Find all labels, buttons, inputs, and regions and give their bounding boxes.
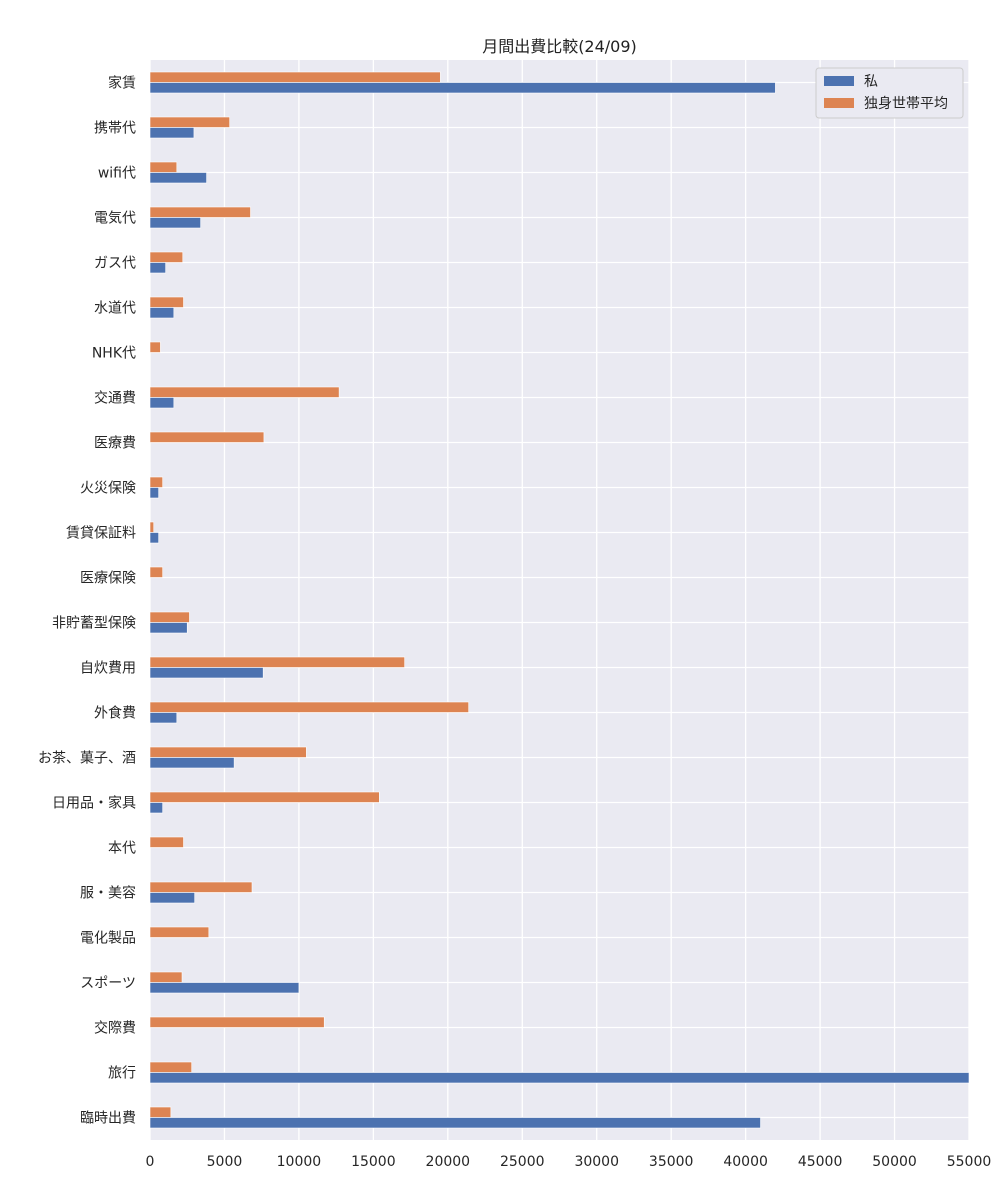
y-tick-label: 医療保険 [80, 570, 136, 587]
bar-watashi [149, 307, 175, 319]
y-tick-label: 電化製品 [80, 931, 136, 947]
bar-average [149, 521, 155, 533]
y-tick-label: 自炊費用 [80, 661, 136, 677]
bar-average [149, 206, 251, 218]
bar-average [149, 836, 184, 848]
y-tick-label: 家賃 [108, 75, 136, 92]
x-tick-label: 5000 [207, 1154, 243, 1170]
legend-swatch-watashi [824, 76, 854, 86]
x-tick-label: 15000 [351, 1154, 396, 1170]
x-tick-label: 25000 [500, 1154, 545, 1170]
y-tick-label: 旅行 [108, 1066, 136, 1082]
bar-average [149, 701, 469, 713]
bar-watashi [149, 82, 776, 94]
y-tick-label: 携帯代 [94, 121, 136, 137]
bar-watashi [149, 262, 166, 274]
legend-label-average: 独身世帯平均 [864, 96, 948, 112]
y-tick-label: スポーツ [80, 976, 136, 992]
legend-swatch-average [824, 98, 854, 108]
x-tick-label: 55000 [947, 1154, 992, 1170]
y-tick-label: 火災保険 [80, 481, 136, 497]
y-tick-label: 非貯蓄型保険 [52, 616, 136, 632]
bar-watashi [149, 487, 159, 499]
x-tick-label: 0 [146, 1154, 155, 1170]
bar-watashi [149, 172, 207, 184]
x-tick-label: 40000 [723, 1154, 768, 1170]
x-tick-labels: 0 5000 10000 15000 20000 25000 30000 35000 40000… [146, 1154, 992, 1170]
y-tick-label: 電気代 [94, 211, 136, 227]
bar-average [149, 926, 210, 938]
bar-average [149, 251, 184, 263]
y-tick-label: お茶、菓子、酒 [38, 751, 136, 767]
x-tick-label: 10000 [277, 1154, 322, 1170]
bar-watashi [149, 982, 300, 994]
bar-average [149, 1061, 192, 1073]
x-tick-label: 30000 [574, 1154, 619, 1170]
y-tick-label: 水道代 [94, 301, 136, 317]
x-tick-label: 35000 [649, 1154, 694, 1170]
bars [149, 71, 970, 1129]
y-tick-label: 交際費 [94, 1020, 136, 1037]
bar-average [149, 746, 307, 758]
bar-average [149, 566, 163, 578]
x-tick-label: 50000 [872, 1154, 917, 1170]
bar-watashi [149, 217, 201, 229]
bar-watashi [149, 1117, 761, 1129]
legend: 私 独身世帯平均 [815, 67, 964, 119]
bar-average [149, 791, 380, 803]
y-tick-label: 日用品・家具 [52, 795, 136, 812]
bar-average [149, 971, 183, 983]
y-tick-label: NHK代 [92, 346, 136, 362]
x-tick-label: 20000 [426, 1154, 471, 1170]
bar-average [149, 341, 161, 353]
y-tick-label: 外食費 [94, 705, 136, 722]
bar-watashi [149, 532, 159, 544]
bar-watashi [149, 712, 178, 724]
bar-average [149, 116, 230, 128]
bar-average [149, 1016, 325, 1028]
bar-average [149, 386, 340, 398]
bar-average [149, 476, 163, 488]
legend-label-watashi: 私 [864, 74, 878, 90]
y-tick-label: 交通費 [94, 390, 136, 407]
plot-background [150, 60, 969, 1140]
bar-average [149, 71, 441, 83]
y-tick-label: wifi代 [98, 166, 136, 182]
y-tick-label: 賃貸保証料 [66, 526, 136, 542]
bar-average [149, 611, 190, 623]
y-tick-label: 医療費 [94, 435, 136, 452]
y-tick-label: 本代 [108, 841, 136, 857]
bar-watashi [149, 802, 163, 814]
chart-title: 月間出費比較(24/09) [482, 37, 637, 56]
bar-watashi [149, 667, 264, 679]
bar-watashi [149, 622, 188, 634]
bar-average [149, 296, 184, 308]
bar-watashi [149, 1072, 970, 1084]
bar-watashi [149, 892, 195, 904]
bar-average [149, 881, 253, 893]
y-tick-label: 服・美容 [80, 885, 136, 902]
bar-watashi [149, 397, 175, 409]
bar-watashi [149, 757, 235, 769]
bar-average [149, 431, 265, 443]
y-tick-label: 臨時出費 [80, 1111, 136, 1127]
bar-watashi [149, 127, 195, 139]
x-tick-label: 45000 [798, 1154, 843, 1170]
bar-average [149, 161, 178, 173]
bar-average [149, 1106, 172, 1118]
y-tick-label: ガス代 [94, 256, 136, 272]
bar-average [149, 656, 405, 668]
